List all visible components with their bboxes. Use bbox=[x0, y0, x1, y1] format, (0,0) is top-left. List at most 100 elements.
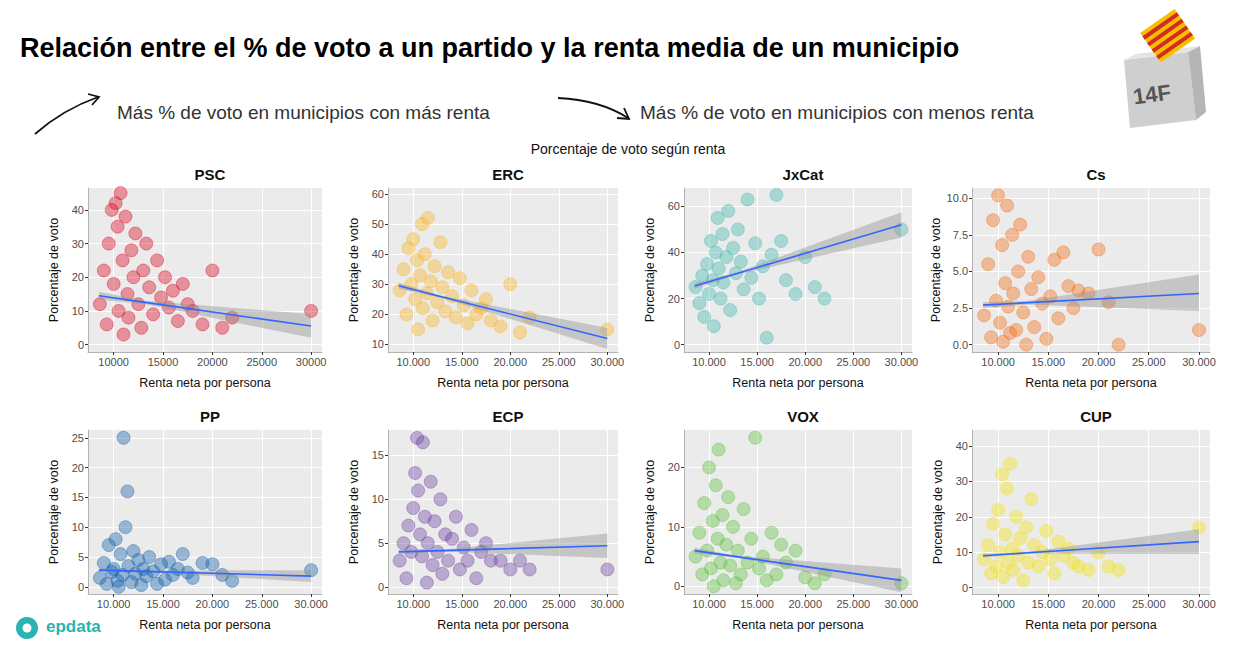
svg-text:10.000: 10.000 bbox=[97, 598, 131, 610]
svg-text:20: 20 bbox=[668, 293, 680, 305]
svg-text:Renta neta por persona: Renta neta por persona bbox=[1025, 618, 1156, 632]
svg-text:10: 10 bbox=[72, 521, 84, 533]
svg-text:Porcentaje de voto: Porcentaje de voto bbox=[347, 218, 361, 322]
svg-text:30.000: 30.000 bbox=[885, 356, 919, 368]
svg-text:20.000: 20.000 bbox=[493, 356, 527, 368]
svg-text:30000: 30000 bbox=[296, 356, 327, 368]
svg-text:10: 10 bbox=[956, 546, 968, 558]
svg-text:Porcentaje de voto: Porcentaje de voto bbox=[929, 218, 943, 322]
svg-text:25.000: 25.000 bbox=[1132, 356, 1166, 368]
svg-text:10.000: 10.000 bbox=[692, 356, 726, 368]
svg-text:30.000: 30.000 bbox=[1182, 598, 1216, 610]
svg-text:60: 60 bbox=[372, 188, 384, 200]
svg-text:10: 10 bbox=[668, 521, 680, 533]
svg-text:20000: 20000 bbox=[197, 356, 228, 368]
svg-text:15.000: 15.000 bbox=[740, 356, 774, 368]
svg-text:0: 0 bbox=[674, 580, 680, 592]
svg-text:10.0: 10.0 bbox=[947, 192, 968, 204]
svg-text:15.000: 15.000 bbox=[445, 356, 479, 368]
svg-text:0: 0 bbox=[78, 339, 84, 351]
svg-text:10.000: 10.000 bbox=[981, 598, 1015, 610]
svg-text:Porcentaje de voto: Porcentaje de voto bbox=[643, 460, 657, 564]
svg-text:Renta neta por persona: Renta neta por persona bbox=[1025, 376, 1156, 390]
svg-text:Renta neta por persona: Renta neta por persona bbox=[139, 376, 270, 390]
svg-text:30: 30 bbox=[72, 238, 84, 250]
svg-text:40: 40 bbox=[372, 248, 384, 260]
svg-text:15.000: 15.000 bbox=[445, 598, 479, 610]
svg-text:15.000: 15.000 bbox=[1031, 356, 1065, 368]
svg-text:60: 60 bbox=[668, 200, 680, 212]
svg-text:Porcentaje de voto: Porcentaje de voto bbox=[643, 218, 657, 322]
svg-text:PSC: PSC bbox=[195, 166, 226, 183]
svg-text:JxCat: JxCat bbox=[783, 166, 824, 183]
svg-text:40: 40 bbox=[668, 246, 680, 258]
svg-text:Renta neta por persona: Renta neta por persona bbox=[437, 618, 568, 632]
svg-text:20.000: 20.000 bbox=[493, 598, 527, 610]
svg-text:20: 20 bbox=[72, 462, 84, 474]
svg-text:ECP: ECP bbox=[493, 408, 524, 425]
svg-text:0: 0 bbox=[378, 581, 384, 593]
svg-text:40: 40 bbox=[72, 204, 84, 216]
svg-text:25.000: 25.000 bbox=[542, 356, 576, 368]
svg-text:CUP: CUP bbox=[1080, 408, 1112, 425]
svg-text:30.000: 30.000 bbox=[294, 598, 328, 610]
svg-text:10000: 10000 bbox=[98, 356, 129, 368]
svg-text:20.000: 20.000 bbox=[788, 598, 822, 610]
svg-text:15: 15 bbox=[72, 491, 84, 503]
svg-text:20.000: 20.000 bbox=[1082, 598, 1116, 610]
svg-text:2.5: 2.5 bbox=[953, 302, 968, 314]
svg-text:0: 0 bbox=[674, 339, 680, 351]
svg-text:20: 20 bbox=[956, 511, 968, 523]
svg-text:20.000: 20.000 bbox=[196, 598, 230, 610]
svg-text:Renta neta por persona: Renta neta por persona bbox=[732, 618, 863, 632]
svg-text:Porcentaje de voto: Porcentaje de voto bbox=[931, 460, 945, 564]
svg-text:10.000: 10.000 bbox=[692, 598, 726, 610]
svg-text:10.000: 10.000 bbox=[396, 356, 430, 368]
svg-text:25.000: 25.000 bbox=[542, 598, 576, 610]
svg-text:25.000: 25.000 bbox=[836, 598, 870, 610]
svg-text:VOX: VOX bbox=[787, 408, 819, 425]
svg-text:Renta neta por persona: Renta neta por persona bbox=[437, 376, 568, 390]
svg-text:Renta neta por persona: Renta neta por persona bbox=[139, 618, 270, 632]
svg-text:30.000: 30.000 bbox=[590, 598, 624, 610]
svg-text:PP: PP bbox=[200, 408, 220, 425]
svg-text:ERC: ERC bbox=[492, 166, 524, 183]
svg-text:10.000: 10.000 bbox=[396, 598, 430, 610]
svg-text:Cs: Cs bbox=[1086, 166, 1105, 183]
svg-text:10.000: 10.000 bbox=[981, 356, 1015, 368]
svg-text:Porcentaje de voto: Porcentaje de voto bbox=[47, 460, 61, 564]
svg-text:30: 30 bbox=[956, 475, 968, 487]
svg-text:0: 0 bbox=[78, 581, 84, 593]
svg-text:20.000: 20.000 bbox=[1082, 356, 1116, 368]
svg-text:25.000: 25.000 bbox=[245, 598, 279, 610]
svg-text:40: 40 bbox=[956, 440, 968, 452]
svg-text:Renta neta por persona: Renta neta por persona bbox=[732, 376, 863, 390]
svg-text:25.000: 25.000 bbox=[1132, 598, 1166, 610]
svg-text:30.000: 30.000 bbox=[1182, 356, 1216, 368]
svg-text:Porcentaje de voto: Porcentaje de voto bbox=[347, 460, 361, 564]
svg-text:15.000: 15.000 bbox=[146, 598, 180, 610]
svg-text:30.000: 30.000 bbox=[590, 356, 624, 368]
svg-text:25.000: 25.000 bbox=[836, 356, 870, 368]
svg-text:7.5: 7.5 bbox=[953, 229, 968, 241]
svg-text:5: 5 bbox=[78, 551, 84, 563]
svg-text:10: 10 bbox=[372, 338, 384, 350]
svg-text:0: 0 bbox=[962, 582, 968, 594]
svg-text:15: 15 bbox=[372, 449, 384, 461]
svg-text:20: 20 bbox=[72, 271, 84, 283]
svg-text:15.000: 15.000 bbox=[740, 598, 774, 610]
svg-text:5: 5 bbox=[378, 537, 384, 549]
svg-text:Porcentaje de voto: Porcentaje de voto bbox=[47, 218, 61, 322]
svg-text:5.0: 5.0 bbox=[953, 265, 968, 277]
svg-text:0.0: 0.0 bbox=[953, 339, 968, 351]
svg-text:10: 10 bbox=[72, 305, 84, 317]
svg-text:15.000: 15.000 bbox=[1031, 598, 1065, 610]
svg-text:30: 30 bbox=[372, 278, 384, 290]
svg-text:15000: 15000 bbox=[148, 356, 179, 368]
svg-text:30.000: 30.000 bbox=[885, 598, 919, 610]
svg-text:20: 20 bbox=[668, 461, 680, 473]
svg-text:25: 25 bbox=[72, 432, 84, 444]
svg-text:25000: 25000 bbox=[246, 356, 277, 368]
svg-text:10: 10 bbox=[372, 493, 384, 505]
svg-text:20: 20 bbox=[372, 308, 384, 320]
